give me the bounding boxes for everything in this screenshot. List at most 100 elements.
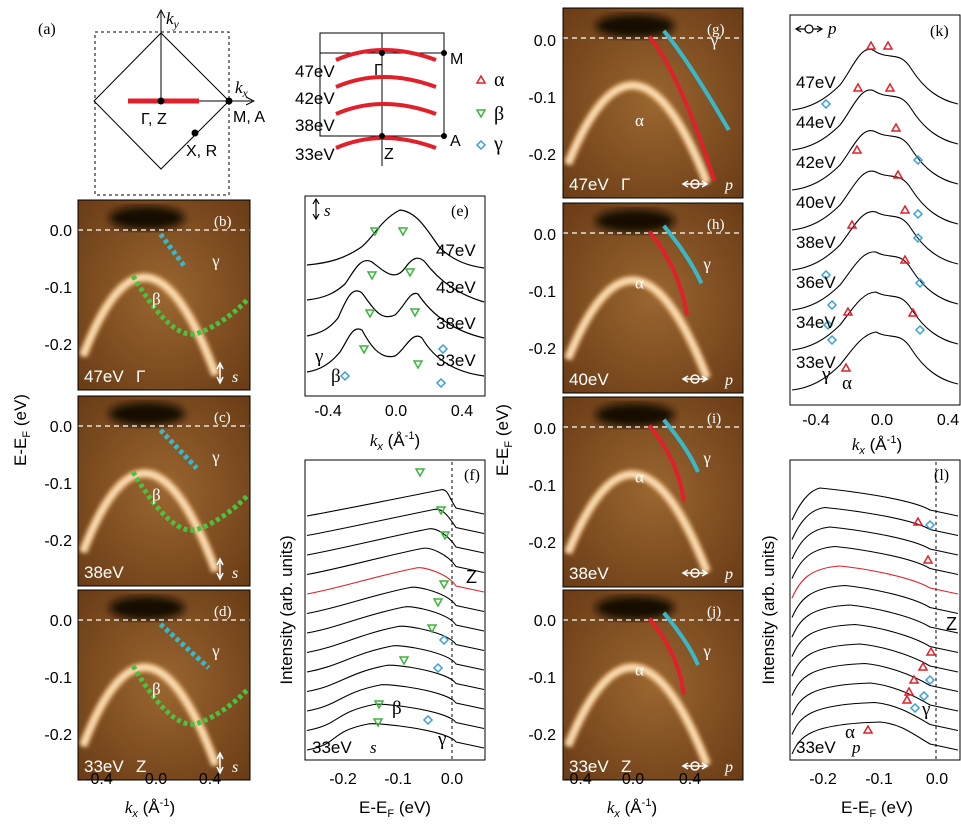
panel-letter: (g)	[707, 22, 725, 38]
svg-text:γ: γ	[821, 364, 830, 385]
legend-beta-label: β	[494, 103, 504, 125]
panel-letter-e: (e)	[451, 203, 469, 220]
edc-l-curve	[791, 584, 959, 618]
svg-text:-0.2: -0.2	[528, 341, 556, 358]
band-marker	[909, 702, 921, 714]
band-marker	[882, 40, 894, 50]
band-marker	[822, 319, 834, 331]
x-point	[191, 129, 199, 137]
band-marker	[372, 718, 384, 728]
svg-text:β: β	[331, 366, 341, 387]
panel-letter-k: (k)	[930, 23, 949, 40]
band-marker	[899, 254, 911, 264]
band-marker	[912, 154, 924, 166]
svg-text:-0.4: -0.4	[564, 771, 592, 788]
band-marker	[404, 268, 416, 278]
edc-f-curve	[306, 606, 485, 634]
f-intensity-label: Intensity (arb. units)	[277, 535, 296, 684]
image-point: Z	[621, 757, 631, 776]
band-marker	[899, 204, 911, 214]
cut-arc-38	[335, 102, 437, 116]
image-point: Γ	[136, 367, 145, 386]
svg-text:α: α	[845, 722, 855, 743]
svg-text:38eV: 38eV	[436, 314, 476, 333]
svg-text:47eV: 47eV	[436, 241, 476, 260]
svg-text:33eV: 33eV	[312, 738, 352, 757]
edc-l-curve	[791, 643, 959, 677]
svg-text:α: α	[842, 373, 852, 394]
edc-f-curve	[306, 567, 485, 595]
legend-alpha-label: α	[494, 69, 505, 91]
svg-text:α: α	[635, 468, 644, 487]
svg-text:-0.2: -0.2	[528, 147, 556, 164]
svg-text:0.4: 0.4	[679, 771, 701, 788]
svg-text:0.0: 0.0	[50, 223, 72, 240]
band-marker	[435, 377, 447, 389]
band-marker	[432, 598, 444, 608]
edc-l-curve	[791, 623, 959, 657]
band-marker	[924, 519, 936, 531]
mdc-k-curve	[791, 129, 959, 191]
arpes-image-h: (h) 40eV p α γ	[562, 202, 744, 394]
svg-text:γ: γ	[710, 31, 719, 50]
band-marker	[901, 694, 913, 704]
svg-text:p: p	[851, 738, 861, 757]
image-energy: 40eV	[569, 370, 609, 389]
svg-text:γ: γ	[211, 252, 220, 271]
band-marker	[907, 307, 919, 317]
image-point: Z	[136, 757, 146, 776]
edc-l-curve	[791, 721, 959, 755]
edc-l-curve	[791, 545, 959, 579]
band-marker	[373, 700, 385, 710]
image-polarization: p	[724, 177, 733, 194]
svg-text:0.0: 0.0	[50, 613, 72, 630]
svg-text:-0.4: -0.4	[314, 403, 342, 420]
image-polarization: s	[232, 369, 238, 386]
svg-text:α: α	[635, 274, 644, 293]
edc-f-curve	[306, 508, 485, 537]
mdc-k-curve	[791, 48, 959, 111]
svg-text:-0.2: -0.2	[44, 337, 72, 354]
image-energy: 33eV	[84, 757, 124, 776]
svg-text:-0.2: -0.2	[329, 771, 357, 788]
band-marker	[826, 334, 838, 346]
band-marker	[437, 343, 449, 355]
m-point	[225, 97, 233, 105]
svg-text:γ: γ	[211, 448, 220, 467]
svg-text:0.0: 0.0	[534, 227, 556, 244]
band-marker	[426, 624, 438, 634]
band-marker	[840, 362, 852, 372]
right-k-axis: -0.4 0.0 0.4 kx (Å-1)	[564, 771, 701, 820]
mdc-k-energy: 38eV	[796, 233, 836, 252]
svg-text:0.0: 0.0	[441, 771, 463, 788]
image-polarization: p	[724, 566, 733, 583]
cut-arc-47	[335, 48, 437, 62]
svg-text:α: α	[635, 661, 644, 680]
svg-text:γ: γ	[437, 729, 446, 750]
svg-text:β: β	[152, 290, 161, 309]
panel-letter: (c)	[214, 410, 231, 426]
edc-f-curve	[306, 586, 485, 615]
band-marker	[912, 208, 924, 220]
image-energy: 47eV	[84, 367, 124, 386]
panel-k-mdc: (k) p 47eV 44eV 42eV 40eV 38eV 36eV 34eV 33eV γ…	[789, 14, 961, 457]
svg-text:0.0: 0.0	[385, 403, 407, 420]
ky-label: ky	[166, 9, 180, 31]
l-intensity-label: Intensity (arb. units)	[759, 535, 778, 684]
edc-f-curve	[306, 528, 485, 556]
band-marker	[438, 634, 450, 646]
band-marker	[820, 269, 832, 281]
band-marker	[922, 554, 934, 564]
image-polarization: s	[232, 759, 238, 776]
edc-l-curve	[791, 682, 959, 716]
svg-text:β: β	[152, 680, 161, 699]
image-energy: 47eV	[569, 175, 609, 194]
legend-gamma-marker	[475, 139, 487, 151]
svg-text:0.0: 0.0	[534, 613, 556, 630]
svg-text:γ: γ	[702, 255, 711, 274]
panel-letter: (h)	[707, 217, 725, 233]
cut-energy-47: 47eV	[295, 62, 335, 81]
